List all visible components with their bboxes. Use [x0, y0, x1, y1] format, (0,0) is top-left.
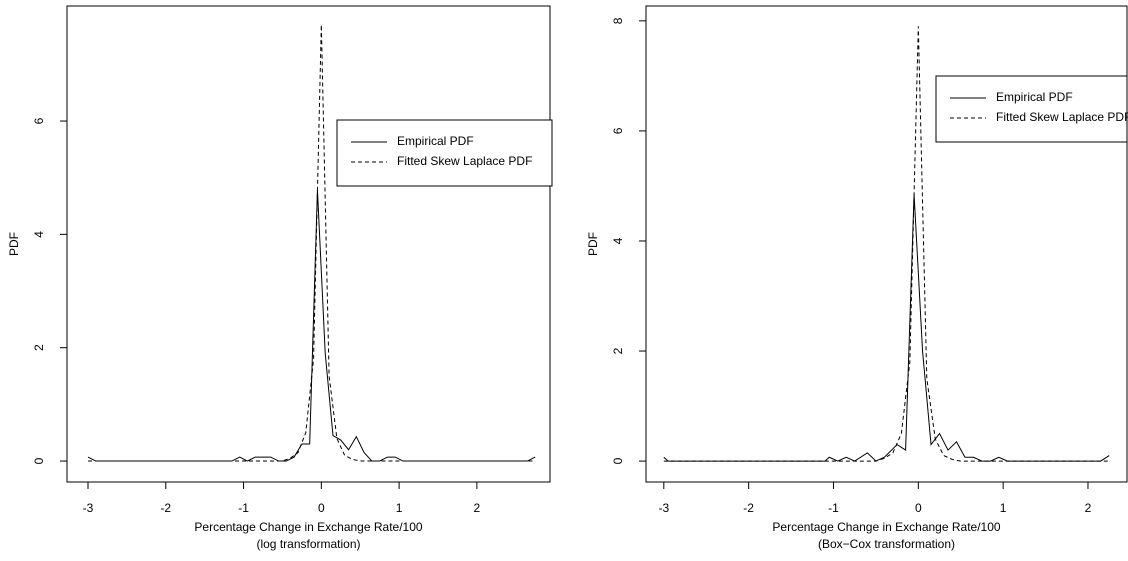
legend-label: Fitted Skew Laplace PDF — [996, 110, 1128, 124]
x-tick-label: -3 — [83, 501, 94, 515]
series-line — [87, 190, 536, 462]
x-axis-note: (log transformation) — [256, 537, 360, 551]
y-axis-label: PDF — [7, 232, 21, 256]
y-tick-label: 0 — [32, 457, 46, 464]
x-tick-label: 0 — [318, 501, 325, 515]
legend-label: Empirical PDF — [397, 134, 474, 148]
y-tick-label: 0 — [611, 457, 625, 464]
y-tick-label: 4 — [611, 237, 625, 244]
x-tick-label: -2 — [160, 501, 171, 515]
y-tick-label: 8 — [611, 17, 625, 24]
legend-label: Empirical PDF — [996, 90, 1073, 104]
y-tick-label: 6 — [32, 117, 46, 124]
legend-frame — [336, 119, 553, 187]
x-tick-label: 1 — [1000, 501, 1007, 515]
y-tick-label: 4 — [32, 231, 46, 238]
x-tick-label: 0 — [915, 501, 922, 515]
legend-label: Fitted Skew Laplace PDF — [397, 154, 532, 168]
x-axis-label: Percentage Change in Exchange Rate/100 — [772, 520, 1000, 534]
x-axis-note: (Box−Cox transformation) — [818, 537, 955, 551]
y-tick-label: 2 — [32, 344, 46, 351]
legend-frame — [935, 75, 1128, 143]
x-tick-label: -1 — [238, 501, 249, 515]
series-line — [663, 194, 1110, 462]
series-line — [663, 26, 1110, 462]
y-tick-label: 2 — [611, 347, 625, 354]
y-tick-label: 6 — [611, 127, 625, 134]
x-tick-label: 1 — [396, 501, 403, 515]
y-axis-label: PDF — [586, 232, 600, 256]
x-axis-label: Percentage Change in Exchange Rate/100 — [194, 520, 422, 534]
x-tick-label: -1 — [828, 501, 839, 515]
x-tick-label: -3 — [658, 501, 669, 515]
x-tick-label: -2 — [743, 501, 754, 515]
x-tick-label: 2 — [474, 501, 481, 515]
x-tick-label: 2 — [1085, 501, 1092, 515]
